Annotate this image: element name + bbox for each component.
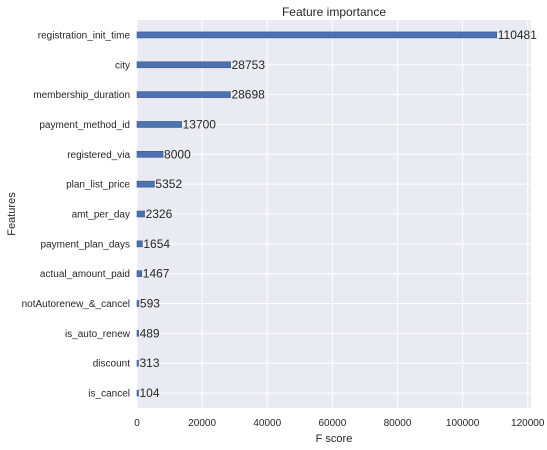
x-tick-label: 0 bbox=[134, 418, 140, 429]
bar-value-label: 5352 bbox=[155, 177, 182, 191]
y-tick-label: actual_amount_paid bbox=[40, 269, 130, 280]
y-tick-label: payment_method_id bbox=[39, 120, 130, 131]
x-tick-label: 60000 bbox=[318, 418, 346, 429]
x-tick-label: 120000 bbox=[511, 418, 545, 429]
x-tick-labels: 0 20000 40000 60000 80000 100000 120000 bbox=[134, 418, 545, 429]
y-tick-label: plan_list_price bbox=[66, 180, 130, 191]
bar-value-label: 2326 bbox=[146, 207, 173, 221]
bar-is_auto_renew bbox=[136, 330, 139, 337]
bar-payment_method_id bbox=[136, 121, 182, 128]
y-tick-label: notAutorenew_&_cancel bbox=[22, 299, 130, 310]
y-tick-label: discount bbox=[93, 359, 130, 370]
bar-registration_init_time bbox=[136, 31, 498, 39]
x-tick-label: 100000 bbox=[446, 418, 480, 429]
x-tick-label: 20000 bbox=[188, 418, 216, 429]
chart-title: Feature importance bbox=[282, 5, 386, 19]
bar-value-label: 1654 bbox=[143, 237, 170, 251]
data-labels: 110481 28753 28698 13700 8000 5352 2326 1654 146… bbox=[140, 28, 538, 400]
x-axis-label: F score bbox=[316, 433, 353, 445]
bar-actual_amount_paid bbox=[136, 270, 143, 277]
bar-city bbox=[136, 61, 231, 69]
bar-membership_duration bbox=[136, 91, 231, 98]
bar-value-label: 593 bbox=[140, 297, 160, 311]
bar-value-label: 28753 bbox=[232, 58, 266, 72]
bar-value-label: 313 bbox=[140, 356, 160, 370]
y-tick-label: registration_init_time bbox=[38, 30, 131, 41]
bars bbox=[136, 31, 498, 397]
bar-amt_per_day bbox=[136, 210, 145, 218]
bar-registered_via bbox=[136, 151, 164, 158]
bar-value-label: 28698 bbox=[231, 88, 265, 102]
bar-value-label: 489 bbox=[140, 326, 160, 340]
bar-payment_plan_days bbox=[136, 240, 143, 248]
bar-discount bbox=[136, 359, 139, 367]
y-tick-label: city bbox=[115, 60, 130, 71]
y-tick-label: payment_plan_days bbox=[40, 239, 130, 250]
y-tick-label: amt_per_day bbox=[72, 210, 130, 221]
bar-plan_list_price bbox=[136, 180, 155, 188]
y-tick-label: membership_duration bbox=[33, 90, 130, 101]
x-tick-label: 80000 bbox=[384, 418, 412, 429]
bar-value-label: 13700 bbox=[183, 117, 217, 131]
bar-notAutorenew_&_cancel bbox=[136, 300, 140, 307]
bar-value-label: 1467 bbox=[143, 267, 170, 281]
bar-is_cancel bbox=[136, 389, 139, 397]
bar-value-label: 104 bbox=[140, 386, 160, 400]
bar-value-label: 110481 bbox=[498, 28, 537, 42]
y-tick-label: is_cancel bbox=[88, 389, 130, 400]
x-tick-label: 40000 bbox=[253, 418, 281, 429]
y-tick-label: registered_via bbox=[67, 150, 130, 161]
y-axis-label: Features bbox=[6, 192, 18, 236]
bar-value-label: 8000 bbox=[164, 147, 191, 161]
y-tick-label: is_auto_renew bbox=[65, 329, 131, 340]
